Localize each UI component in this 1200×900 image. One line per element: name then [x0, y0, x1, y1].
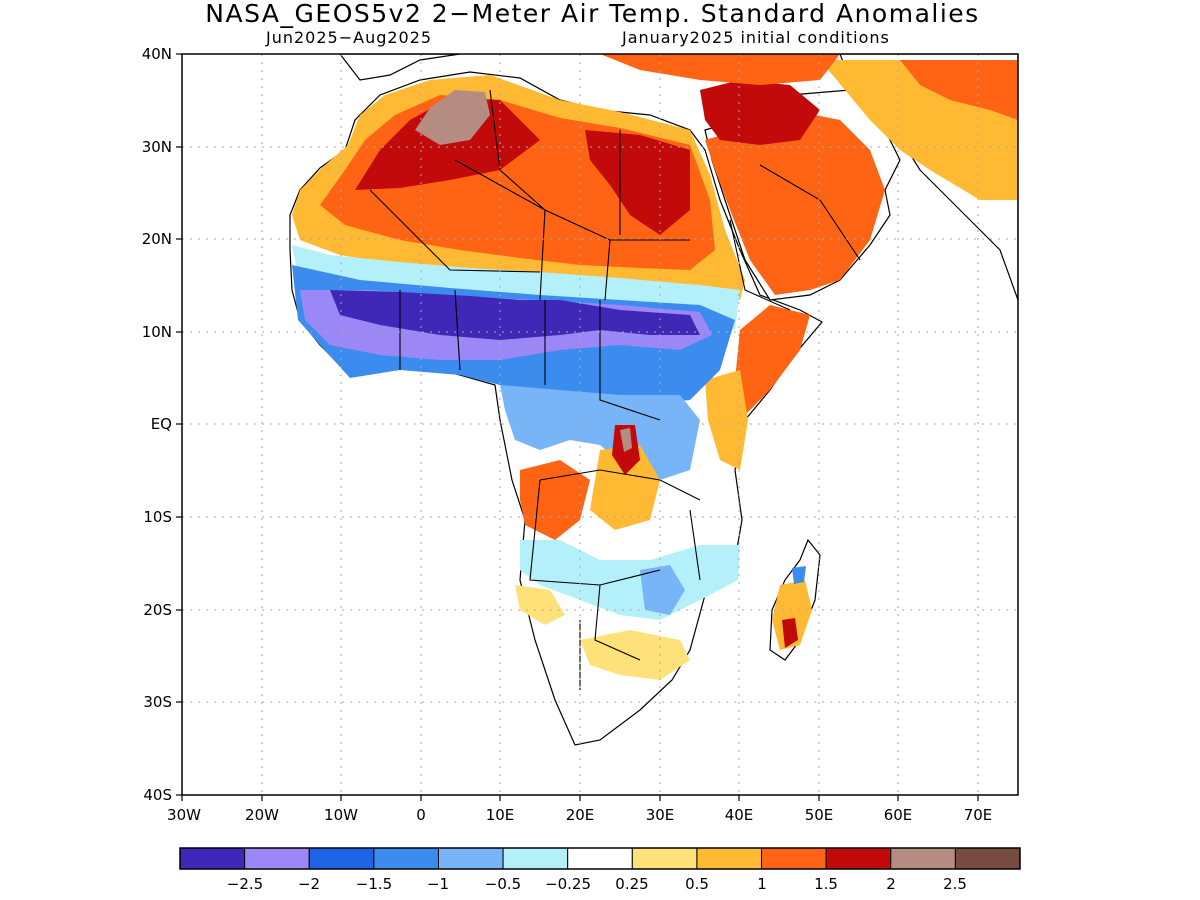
anomaly-sahel-extreme-cool: [330, 290, 700, 340]
lon-label-40e: 40E: [725, 806, 754, 824]
legend-label-10: 1.5: [814, 875, 838, 893]
lon-tick-marks: [181, 795, 979, 801]
lat-label-30s: 30S: [143, 693, 172, 711]
map-title: NASA_GEOS5v2 2−Meter Air Temp. Standard …: [205, 0, 980, 28]
legend-swatch-9: [696, 847, 763, 870]
legend-swatch-12: [890, 847, 956, 870]
country-borders: [369, 89, 861, 690]
legend-label-7: 0.25: [615, 875, 648, 893]
color-legend: −2.5 −2 −1.5 −1 −0.5 −0.25 0.25 0.5 1 1.…: [179, 847, 1021, 893]
lon-label-10e: 10E: [486, 806, 515, 824]
legend-label-11: 2: [886, 875, 896, 893]
legend-label-2: −2: [298, 875, 320, 893]
anomaly-congo-cool: [500, 385, 700, 480]
lon-label-10w: 10W: [324, 806, 358, 824]
map-field: [182, 54, 1018, 795]
legend-frame: [179, 847, 1021, 870]
lon-label-20w: 20W: [245, 806, 279, 824]
anomaly-drc-warm: [590, 445, 660, 530]
legend-swatch-5: [437, 847, 504, 870]
anomaly-madagascar-strong: [782, 618, 798, 648]
lat-label-eq: EQ: [151, 415, 172, 433]
anomaly-madagascar-warm: [772, 580, 812, 650]
anomaly-algeria-peak: [415, 90, 490, 145]
legend-labels: −2.5 −2 −1.5 −1 −0.5 −0.25 0.25 0.5 1 1.…: [227, 875, 967, 893]
legend-label-4: −1: [427, 875, 449, 893]
anomaly-south-africa-warm: [580, 630, 690, 680]
legend-label-1: −2.5: [227, 875, 263, 893]
lat-label-10n: 10N: [142, 323, 172, 341]
lon-label-60e: 60E: [884, 806, 913, 824]
lon-label-30e: 30E: [646, 806, 675, 824]
lat-label-10s: 10S: [143, 508, 172, 526]
legend-label-12: 2.5: [943, 875, 967, 893]
legend-label-5: −0.5: [485, 875, 521, 893]
lon-label-20e: 20E: [566, 806, 595, 824]
lat-label-40n: 40N: [142, 45, 172, 63]
legend-swatches: [179, 847, 1021, 870]
legend-label-8: 0.5: [685, 875, 709, 893]
lat-label-30n: 30N: [142, 138, 172, 156]
lat-tick-labels: 40N 30N 20N 10N EQ 10S 20S 30S 40S: [142, 45, 172, 804]
lon-label-30w: 30W: [167, 806, 201, 824]
legend-swatch-1: [179, 847, 246, 870]
anomaly-levant-extreme: [700, 80, 820, 145]
anomaly-zambia-cool: [640, 565, 685, 615]
anomaly-namibia-warm: [515, 585, 565, 625]
legend-swatch-7: [567, 847, 633, 870]
initial-conditions: January2025 initial conditions: [622, 28, 890, 47]
lat-label-40s: 40S: [143, 786, 172, 804]
legend-swatch-8: [631, 847, 698, 870]
anomaly-arabia-moderate: [705, 110, 885, 295]
lat-label-20s: 20S: [143, 601, 172, 619]
legend-swatch-2: [244, 847, 310, 870]
lat-tick-marks: [176, 53, 182, 796]
anomaly-east-africa-warm: [705, 370, 748, 470]
anomaly-southern-cool: [520, 540, 740, 620]
anomaly-angola-warm: [520, 460, 590, 540]
legend-swatch-11: [825, 847, 892, 870]
legend-swatch-4: [373, 847, 439, 870]
forecast-period: Jun2025−Aug2025: [266, 28, 433, 47]
gridlines: [182, 54, 1018, 795]
lon-label-50e: 50E: [805, 806, 834, 824]
lon-tick-labels: 30W 20W 10W 0 10E 20E 30E 40E 50E 60E 70…: [167, 806, 992, 824]
lon-label-70e: 70E: [964, 806, 993, 824]
legend-swatch-6: [502, 847, 569, 870]
anomaly-lake-peak: [620, 428, 632, 452]
land-southern-europe: [339, 54, 461, 81]
legend-label-3: −1.5: [356, 875, 392, 893]
anomaly-mediterranean-warm: [600, 54, 840, 85]
anomaly-egypt-libya-extreme: [585, 130, 690, 235]
legend-label-6: −0.25: [545, 875, 591, 893]
legend-swatch-13: [954, 847, 1021, 870]
legend-swatch-3: [308, 847, 375, 870]
anomaly-madagascar-cool: [792, 566, 806, 584]
legend-label-9: 1: [757, 875, 767, 893]
legend-swatch-10: [761, 847, 827, 870]
lon-label-0: 0: [416, 806, 426, 824]
anomaly-asia-strong: [900, 60, 1018, 120]
lat-label-20n: 20N: [142, 230, 172, 248]
